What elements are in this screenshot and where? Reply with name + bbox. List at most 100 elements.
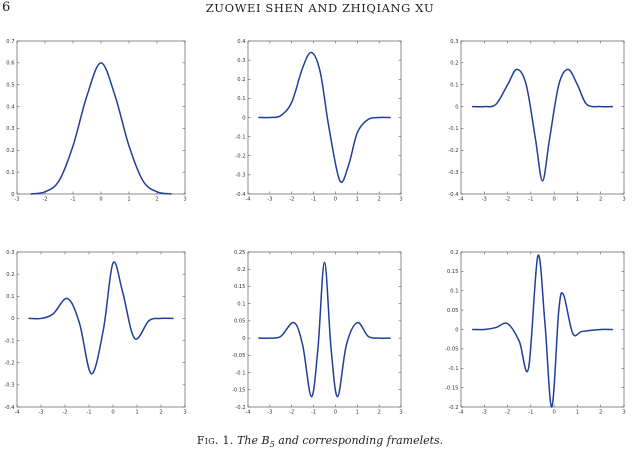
x-tick-label: -2 — [289, 410, 294, 416]
y-tick-label: 0.4 — [6, 104, 15, 110]
x-tick-label: 3 — [399, 410, 402, 416]
y-tick-label: -0.2 — [448, 148, 458, 154]
x-tick-label: -2 — [42, 197, 47, 203]
plot-3: -4 -3 -2 -1 0 1 2 3 -0.4 -0.3 -0.2 -0.1 0 0.1 0.2 0.3 — [448, 39, 625, 203]
x-tick-label: -3 — [482, 197, 487, 203]
x-tick-label: -2 — [289, 197, 294, 203]
y-tick-label: -0.05 — [232, 353, 245, 359]
x-tick-label: -3 — [38, 410, 43, 416]
x-tick-label: -2 — [62, 410, 67, 416]
x-tick-label: 1 — [576, 197, 579, 203]
x-tick-label: 1 — [135, 410, 138, 416]
y-tick-label: 0 — [11, 316, 14, 322]
plot-frame — [16, 40, 186, 195]
y-tick-label: 0 — [242, 336, 245, 342]
x-tick-label: 2 — [377, 410, 380, 416]
x-tick-label: 1 — [356, 410, 359, 416]
y-tick-label: -0.4 — [448, 192, 459, 198]
x-tick-label: 2 — [599, 410, 602, 416]
y-tick-label: 0.3 — [450, 39, 458, 45]
x-tick-label: -3 — [482, 410, 487, 416]
plot-frame — [247, 251, 402, 408]
x-tick-label: 0 — [111, 410, 114, 416]
y-tick-label: -0.2 — [448, 405, 458, 411]
x-tick-label: 0 — [334, 197, 337, 203]
y-tick-label: 0.1 — [6, 170, 14, 176]
y-tick-label: 0.1 — [450, 289, 458, 295]
y-tick-label: 0.3 — [6, 250, 14, 256]
y-tick-label: 0.6 — [6, 61, 14, 67]
x-tick-label: -2 — [505, 410, 510, 416]
series-line — [30, 62, 172, 195]
plot-6: -4 -3 -2 -1 0 1 2 3 -0.2 -0.15 -0.1 -0.05 0 0.05 0.1 0.… — [445, 250, 626, 416]
y-tick-label: -0.15 — [232, 388, 245, 394]
x-tick-label: -4 — [14, 410, 20, 416]
y-tick-label: 0 — [11, 192, 14, 198]
x-tick-label: -2 — [505, 197, 510, 203]
x-tick-label: -4 — [245, 197, 251, 203]
series-line — [258, 51, 391, 183]
y-tick-label: 0.7 — [6, 39, 14, 45]
x-tick-label: 1 — [576, 410, 579, 416]
y-tick-label: 0.15 — [447, 269, 459, 275]
x-tick-label: 2 — [159, 410, 162, 416]
y-tick-label: 0.2 — [6, 148, 14, 154]
x-tick-label: -4 — [245, 410, 251, 416]
y-tick-label: -0.2 — [235, 154, 245, 160]
y-tick-label: 0 — [242, 115, 245, 121]
y-tick-label: -0.1 — [235, 134, 245, 140]
x-tick-label: -4 — [458, 410, 464, 416]
figure-caption: Fig. 1. The B5 and corresponding framele… — [0, 434, 640, 449]
y-tick-label: 0.1 — [6, 294, 14, 300]
x-tick-label: 1 — [127, 197, 130, 203]
y-tick-label: -0.3 — [235, 173, 245, 179]
y-tick-label: 0 — [455, 327, 458, 333]
y-tick-label: 0.2 — [450, 61, 458, 67]
x-tick-label: 3 — [622, 410, 625, 416]
y-tick-label: -0.1 — [235, 370, 245, 376]
series-line — [471, 254, 614, 408]
plot-1: -3 -2 -1 0 1 2 3 0 0.1 0.2 0.3 0.4 0.5 0.6 0.7 — [6, 39, 186, 203]
x-tick-label: 0 — [552, 410, 555, 416]
y-tick-label: -0.3 — [4, 383, 14, 389]
y-tick-label: -0.3 — [448, 170, 458, 176]
y-tick-label: 0.3 — [237, 58, 245, 64]
caption-text-main: The B — [237, 434, 270, 447]
caption-label: Fig. 1. — [196, 434, 234, 447]
x-tick-label: -1 — [528, 410, 533, 416]
x-tick-label: -3 — [267, 197, 272, 203]
x-tick-label: -3 — [14, 197, 19, 203]
y-tick-label: 0.05 — [234, 319, 246, 325]
caption-subscript: 5 — [269, 440, 275, 450]
y-tick-label: 0.5 — [6, 83, 14, 89]
caption-text-rest: and corresponding framelets. — [274, 434, 444, 447]
y-tick-label: -0.15 — [445, 385, 458, 391]
y-tick-label: 0.1 — [237, 301, 245, 307]
x-tick-label: 3 — [183, 197, 186, 203]
x-tick-label: 2 — [155, 197, 158, 203]
plot-5: -4 -3 -2 -1 0 1 2 3 -0.2 -0.15 -0.1 -0.05 0 0.05 0.1 0.… — [232, 250, 403, 416]
y-tick-label: 0.1 — [237, 96, 245, 102]
caption-text: The B5 and corresponding framelets. — [237, 434, 444, 450]
y-tick-label: 0 — [455, 104, 458, 110]
y-tick-label: 0.2 — [237, 77, 245, 83]
x-tick-label: -1 — [86, 410, 91, 416]
x-tick-label: -1 — [70, 197, 75, 203]
x-tick-label: 0 — [334, 410, 337, 416]
page-number: 6 — [2, 0, 11, 15]
y-tick-label: -0.1 — [448, 366, 458, 372]
x-tick-label: 0 — [99, 197, 102, 203]
plot-4: -4 -3 -2 -1 0 1 2 3 -0.4 -0.3 -0.2 -0.1 0 0.1 0.2 0.3 — [4, 250, 186, 416]
x-tick-label: 3 — [399, 197, 402, 203]
series-line — [28, 261, 174, 375]
y-tick-label: 0.25 — [234, 250, 246, 256]
y-tick-label: 0.2 — [6, 272, 14, 278]
x-tick-label: 1 — [356, 197, 359, 203]
y-tick-label: 0.4 — [237, 39, 246, 45]
x-tick-label: 0 — [552, 197, 555, 203]
y-tick-label: 0.2 — [450, 250, 458, 256]
y-tick-label: 0.05 — [447, 308, 459, 314]
x-tick-label: -1 — [311, 197, 316, 203]
y-tick-label: -0.4 — [235, 192, 246, 198]
